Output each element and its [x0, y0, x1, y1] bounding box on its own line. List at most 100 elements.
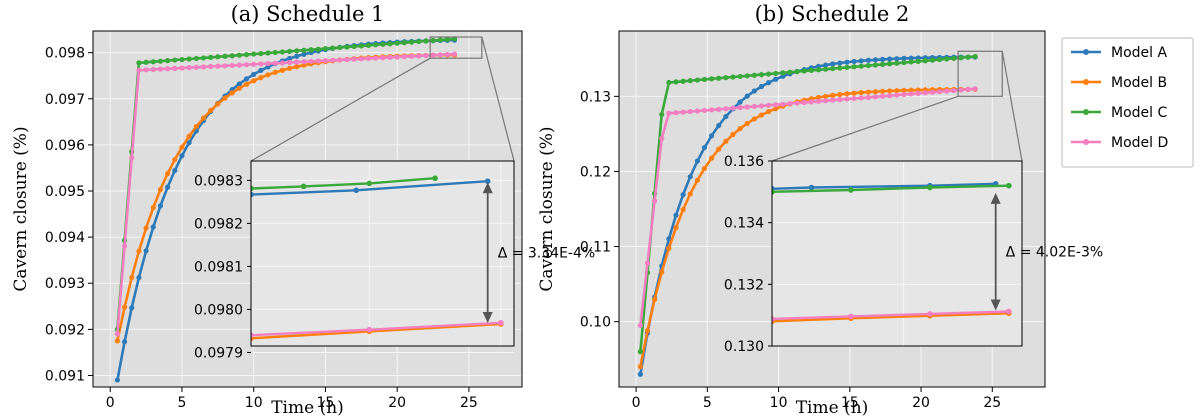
data-point	[765, 80, 772, 86]
data-point	[673, 224, 679, 231]
data-point	[822, 93, 829, 99]
data-point	[887, 88, 893, 94]
data-point	[851, 64, 857, 70]
data-point	[922, 90, 928, 96]
data-point	[687, 108, 693, 115]
data-point	[330, 57, 336, 63]
data-point	[765, 109, 772, 115]
data-point	[294, 64, 300, 70]
data-point	[737, 73, 743, 80]
inset-y-tick-label: 0.132	[724, 277, 764, 293]
data-point	[165, 66, 171, 72]
data-point	[694, 158, 700, 164]
data-point	[322, 46, 329, 52]
data-point	[408, 53, 415, 59]
legend-label: Model B	[1111, 75, 1167, 91]
data-point	[951, 87, 957, 94]
inset-y-tick-label: 0.0981	[194, 259, 243, 275]
data-point	[929, 57, 936, 63]
legend-label: Model A	[1111, 45, 1167, 61]
data-point	[958, 87, 964, 93]
inset-series-line-model-c	[251, 177, 436, 190]
zoom-connector	[1001, 51, 1023, 162]
data-point	[380, 41, 386, 47]
data-point	[730, 74, 736, 80]
data-point	[830, 65, 836, 72]
data-point	[121, 339, 128, 345]
data-point	[830, 61, 836, 67]
inset-frame	[250, 160, 515, 347]
data-point	[373, 55, 379, 61]
data-point	[865, 62, 871, 69]
legend: Model A Model B Model C Model D	[1061, 37, 1194, 168]
inset-data-point	[366, 326, 373, 333]
legend-swatch-marker	[1083, 49, 1089, 55]
inset-data-point	[251, 332, 254, 339]
data-point	[673, 110, 679, 116]
data-point	[394, 40, 400, 46]
data-point	[787, 69, 793, 75]
y-tick-label: 0.093	[45, 276, 85, 292]
data-point	[936, 56, 943, 63]
delta-arrow-head	[482, 182, 493, 194]
data-point	[344, 44, 350, 50]
data-point	[150, 224, 156, 230]
data-point	[822, 98, 829, 104]
data-point	[694, 177, 700, 183]
data-point	[423, 38, 429, 44]
inset-data-point	[848, 187, 854, 193]
data-point	[358, 56, 364, 62]
inset-data-point	[927, 184, 933, 191]
data-point	[901, 91, 907, 98]
legend-swatch-marker	[1083, 139, 1089, 145]
legend-swatch-marker	[1083, 79, 1089, 85]
y-tick-label: 0.095	[45, 184, 85, 200]
data-point	[908, 91, 914, 97]
data-point	[936, 89, 943, 95]
data-point	[680, 109, 686, 115]
data-point	[659, 111, 665, 118]
inset-data-point	[353, 187, 360, 194]
x-tick-label: 0	[106, 395, 115, 411]
data-point	[894, 88, 900, 94]
data-point	[815, 94, 822, 101]
y-tick-label: 0.098	[45, 46, 85, 62]
data-point	[423, 52, 429, 59]
data-point	[121, 243, 128, 249]
data-point	[243, 81, 250, 87]
inset-series-group	[772, 181, 1012, 325]
data-point	[709, 107, 715, 113]
zoom-box	[957, 50, 1003, 97]
data-point	[830, 92, 836, 98]
x-tick-label: 25	[460, 395, 478, 411]
legend-item: Model B	[1071, 75, 1167, 91]
data-point	[236, 81, 242, 87]
data-point	[208, 107, 214, 114]
data-point	[143, 248, 149, 254]
data-point	[444, 36, 450, 42]
series-group	[114, 36, 458, 383]
data-point	[751, 72, 757, 78]
data-point	[243, 62, 250, 68]
inset-series-line-model-b	[772, 312, 1009, 323]
data-point	[744, 120, 750, 127]
data-point	[901, 87, 907, 94]
inset-data-point	[300, 183, 307, 190]
data-point	[716, 106, 722, 112]
data-point	[193, 123, 199, 130]
data-point	[844, 91, 850, 97]
data-point	[444, 51, 450, 58]
data-point	[773, 106, 779, 112]
data-point	[837, 91, 843, 98]
data-point	[157, 203, 164, 209]
data-point	[236, 85, 242, 91]
data-point	[765, 102, 772, 108]
data-point	[808, 99, 814, 105]
data-point	[851, 90, 857, 96]
legend-item: Model C	[1071, 105, 1167, 121]
data-point	[200, 55, 207, 61]
data-point	[929, 89, 936, 95]
data-point	[830, 97, 836, 103]
data-point	[837, 60, 843, 66]
data-point	[373, 42, 379, 48]
